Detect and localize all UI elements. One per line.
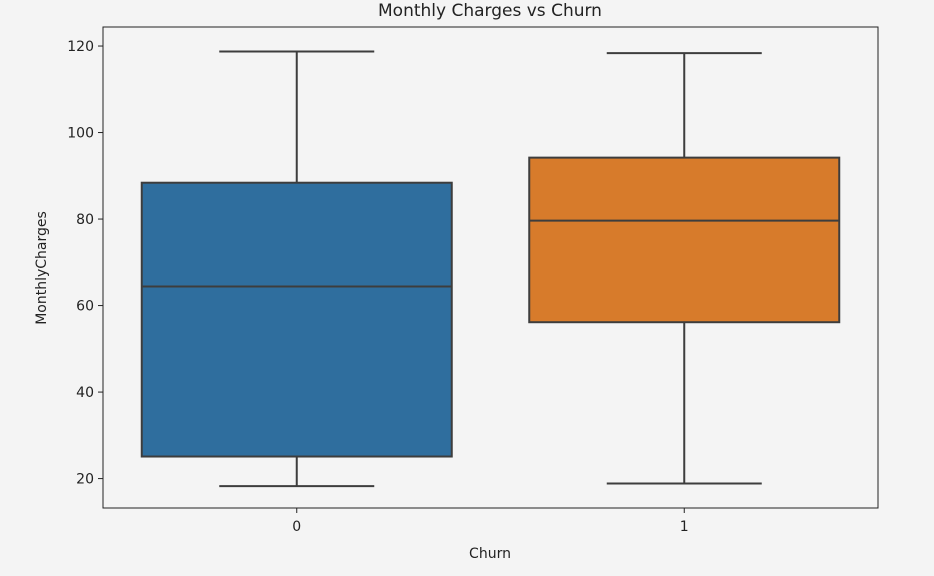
y-axis: 20 40 60 80 100 120	[67, 39, 103, 488]
y-axis-label: MonthlyCharges	[34, 211, 50, 325]
boxes-layer	[140, 50, 841, 488]
box-group-1	[528, 52, 841, 485]
y-tick-label: 40	[76, 385, 94, 401]
chart-title: Monthly Charges vs Churn	[378, 1, 602, 21]
box-group-0	[140, 50, 453, 488]
y-tick-label: 100	[67, 126, 94, 142]
y-tick-label: 80	[76, 212, 94, 228]
axes-frame	[102, 26, 879, 509]
x-tick-label: 1	[680, 519, 689, 535]
x-axis-label: Churn	[469, 546, 511, 562]
x-tick-label: 0	[292, 519, 301, 535]
y-tick-label: 60	[76, 299, 94, 315]
y-tick-label: 20	[76, 472, 94, 488]
y-tick-label: 120	[67, 39, 94, 55]
iqr-box	[140, 181, 453, 458]
iqr-box	[528, 156, 841, 324]
